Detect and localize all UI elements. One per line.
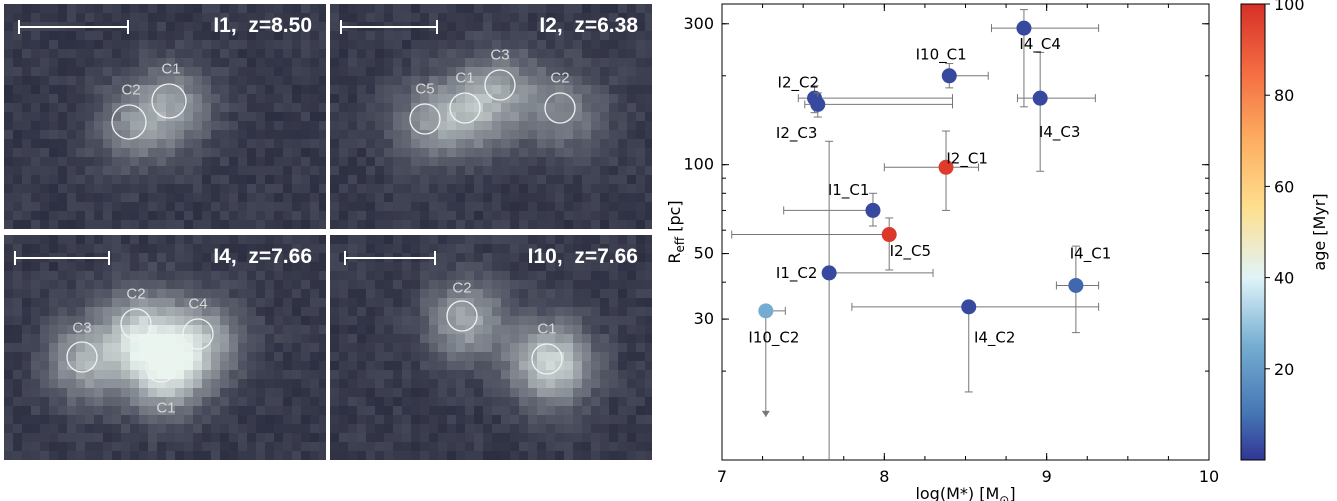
x-axis-label: log(M*) [M⊙] xyxy=(915,484,1015,501)
clump-aperture-c3 xyxy=(66,341,98,373)
clump-aperture-c2 xyxy=(111,104,147,140)
scatter-chart: 7 8 9 10 30 50 100 300 log(M*) [M⊙] Reff [pc] I1_C… xyxy=(665,0,1329,501)
galaxy-image-grid: I1, z=8.50 C1 C2 I2, z=6.38 C1 C2 C3 C5 I4, z=7.… xyxy=(4,4,652,462)
x-tick-label: 9 xyxy=(1042,467,1052,486)
point-label: I2_C2 xyxy=(778,73,819,92)
point-i4-c4 xyxy=(990,9,1100,108)
clump-label-c2: C2 xyxy=(452,279,472,297)
clump-aperture-c1 xyxy=(531,343,563,375)
image-panel-i10: I10, z=7.66 C1 C2 xyxy=(330,235,652,460)
image-panel-i2: I2, z=6.38 C1 C2 C3 C5 xyxy=(330,4,652,229)
point-label: I10_C1 xyxy=(916,46,967,65)
point-label: I4_C4 xyxy=(1019,35,1060,54)
point-i1-c2 xyxy=(821,140,934,460)
colorbar-tick-label: 20 xyxy=(1274,360,1294,379)
x-tick-label: 7 xyxy=(717,467,727,486)
point-label: I2_C1 xyxy=(946,149,987,168)
scale-bar xyxy=(14,251,110,265)
clump-label-c5: C5 xyxy=(415,80,435,98)
y-tick-label: 100 xyxy=(683,155,714,174)
point-label: I4_C2 xyxy=(974,328,1015,347)
clump-label-c1: C1 xyxy=(156,399,176,417)
clump-label-c4: C4 xyxy=(188,295,208,313)
x-tick-label: 10 xyxy=(1199,467,1219,486)
x-tick-label: 8 xyxy=(879,467,889,486)
panel-label: I2, z=6.38 xyxy=(539,14,638,37)
scale-bar xyxy=(344,251,436,265)
clump-label-c1: C1 xyxy=(161,60,181,78)
clump-label-c3: C3 xyxy=(72,319,92,337)
point-label: I4_C1 xyxy=(1070,245,1111,264)
scale-bar xyxy=(340,20,438,34)
clump-aperture-c3 xyxy=(484,69,516,101)
y-tick-label: 30 xyxy=(694,309,714,328)
colorbar-tick-label: 60 xyxy=(1274,177,1294,196)
clump-label-c2: C2 xyxy=(550,69,570,87)
clump-label-c3: C3 xyxy=(490,46,510,64)
clump-aperture-c5 xyxy=(409,103,441,135)
panel-label: I1, z=8.50 xyxy=(213,14,312,37)
clump-aperture-c4 xyxy=(182,318,214,350)
clump-label-c2: C2 xyxy=(121,81,141,99)
point-i10-c2 xyxy=(758,303,786,417)
clump-aperture-c2 xyxy=(120,308,152,340)
point-label: I1_C1 xyxy=(828,181,869,200)
point-i4-c1 xyxy=(1055,245,1100,334)
point-i1-c1 xyxy=(783,192,881,227)
y-tick-label: 50 xyxy=(694,244,714,263)
image-panel-i1: I1, z=8.50 C1 C2 xyxy=(4,4,326,229)
colorbar-tick-label: 100 xyxy=(1274,0,1305,14)
clump-label-c1: C1 xyxy=(455,69,475,87)
point-i2-c3 xyxy=(804,92,954,118)
point-i2-c1 xyxy=(883,130,979,211)
clump-aperture-c2 xyxy=(446,300,478,332)
clump-aperture-c1 xyxy=(449,92,481,124)
clump-aperture-c1 xyxy=(151,83,187,119)
colorbar xyxy=(1240,3,1266,461)
point-label: I10_C2 xyxy=(748,328,799,347)
image-panel-i4: I4, z=7.66 C1 C2 C3 C4 xyxy=(4,235,326,460)
colorbar-label: age [Myr] xyxy=(1310,193,1329,270)
scale-bar xyxy=(18,20,129,34)
colorbar-tick-label: 40 xyxy=(1274,269,1294,288)
point-i10-c1 xyxy=(941,63,989,89)
point-label: I4_C3 xyxy=(1039,123,1080,142)
colorbar-tick-label: 80 xyxy=(1274,86,1294,105)
y-tick-label: 300 xyxy=(683,14,714,33)
point-label: I1_C2 xyxy=(776,264,817,283)
clump-label-c1: C1 xyxy=(537,320,557,338)
y-axis-label: Reff [pc] xyxy=(665,200,687,263)
clump-aperture-c2 xyxy=(544,92,576,124)
point-i4-c3 xyxy=(1016,51,1096,172)
panel-label: I10, z=7.66 xyxy=(527,245,638,268)
point-label: I2_C3 xyxy=(776,124,817,143)
point-label: I2_C5 xyxy=(890,242,931,261)
clump-label-c2: C2 xyxy=(126,285,146,303)
panel-label: I4, z=7.66 xyxy=(213,245,312,268)
point-i2-c5 xyxy=(731,217,897,271)
clump-aperture-c1 xyxy=(145,351,177,383)
point-i4-c2 xyxy=(851,299,1100,393)
